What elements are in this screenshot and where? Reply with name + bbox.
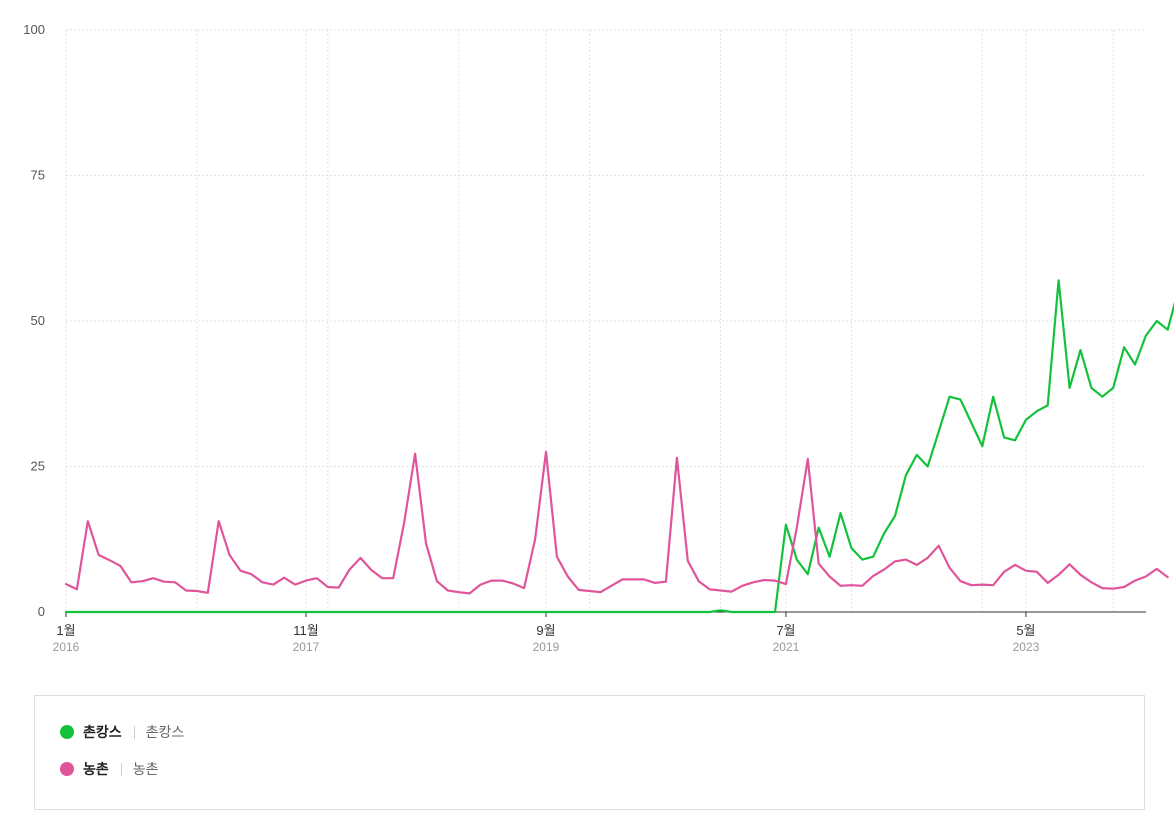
y-tick-label: 75 — [31, 168, 45, 183]
legend-item-nongchon[interactable]: 농촌 농촌 — [60, 757, 159, 781]
x-tick-month-label: 1월 — [56, 623, 75, 638]
series-line — [64, 450, 1169, 595]
axis-layer: 0 25 50 75 100 1월 2016 11월 2017 9월 2019 7월 2021 5월 202… — [23, 22, 1146, 654]
series-layer — [64, 279, 1174, 614]
legend-series-name: 농촌 — [83, 761, 109, 777]
legend-series-keyword: 농촌 — [132, 761, 159, 777]
x-tick-month-label: 5월 — [1016, 623, 1035, 638]
chart-svg: 0 25 50 75 100 1월 2016 11월 2017 9월 2019 7월 2021 5월 202… — [23, 22, 1174, 654]
legend-divider — [120, 762, 122, 776]
x-tick-month-label: 11월 — [293, 623, 318, 638]
series-line — [64, 279, 1174, 614]
x-tick-year-label: 2021 — [773, 640, 800, 654]
legend-divider — [133, 725, 135, 739]
line-chart: 0 25 50 75 100 1월 2016 11월 2017 9월 2019 7월 2021 5월 202… — [23, 22, 1174, 654]
legend-series-keyword: 촌캉스 — [145, 724, 185, 740]
legend-color-dot — [60, 762, 74, 776]
y-tick-label: 0 — [38, 604, 45, 619]
y-tick-label: 100 — [23, 22, 45, 37]
x-tick-month-label: 7월 — [776, 623, 795, 638]
x-tick-year-label: 2019 — [533, 640, 560, 654]
legend: 촌캉스 촌캉스 농촌 농촌 — [34, 695, 1145, 810]
x-tick-year-label: 2023 — [1013, 640, 1040, 654]
y-tick-label: 25 — [31, 459, 45, 474]
legend-color-dot — [60, 725, 74, 739]
x-tick-month-label: 9월 — [536, 623, 555, 638]
grid-layer — [65, 29, 1146, 612]
x-tick-year-label: 2016 — [53, 640, 80, 654]
y-tick-label: 50 — [31, 313, 45, 328]
legend-item-chonkangs[interactable]: 촌캉스 촌캉스 — [60, 720, 184, 744]
legend-series-name: 촌캉스 — [83, 724, 122, 740]
x-tick-year-label: 2017 — [293, 640, 320, 654]
